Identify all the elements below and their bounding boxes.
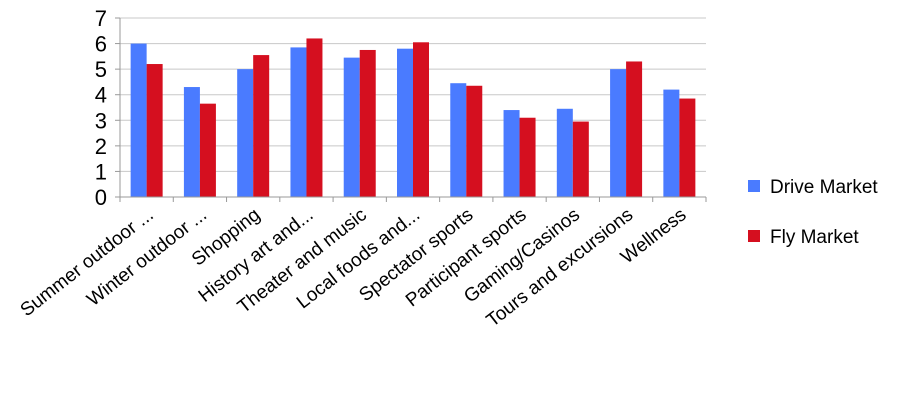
- bar-fly-4: [359, 49, 376, 197]
- bar-drive-6: [450, 83, 467, 197]
- y-tick-label: 4: [95, 83, 107, 108]
- y-tick-label: 3: [95, 108, 107, 133]
- bar-drive-10: [663, 89, 680, 197]
- bar-fly-10: [679, 98, 696, 197]
- legend-swatch: [748, 180, 760, 192]
- bar-fly-0: [146, 64, 163, 198]
- y-tick-label: 0: [95, 185, 107, 210]
- bar-drive-4: [343, 57, 360, 198]
- bar-drive-7: [503, 110, 520, 197]
- bar-drive-0: [130, 43, 147, 198]
- bar-fly-6: [466, 85, 483, 197]
- legend-label: Drive Market: [770, 177, 878, 198]
- legend-label: Fly Market: [770, 227, 859, 248]
- bar-fly-5: [413, 42, 429, 197]
- bar-fly-1: [199, 103, 216, 197]
- bar-fly-3: [306, 38, 323, 198]
- legend: Drive Market Fly Market: [748, 177, 878, 248]
- legend-swatch: [748, 230, 760, 242]
- bar-drive-1: [183, 87, 200, 197]
- y-tick-label: 5: [95, 57, 107, 82]
- bar-drive-8: [556, 108, 573, 197]
- bar-fly-2: [253, 55, 270, 198]
- bar-fly-9: [626, 61, 643, 197]
- bars: [130, 38, 696, 198]
- bar-drive-9: [610, 69, 627, 197]
- x-tick-labels: Summer outdoor ...Winter outdoor ...Shop…: [17, 204, 691, 331]
- y-tick-label: 1: [95, 159, 107, 184]
- y-tick-label: 6: [95, 32, 107, 57]
- axes: [115, 17, 707, 202]
- bar-drive-3: [290, 47, 307, 198]
- y-tick-label: 7: [95, 6, 107, 31]
- bar-fly-8: [572, 121, 589, 197]
- bar-drive-5: [397, 48, 413, 197]
- bar-drive-2: [237, 69, 254, 197]
- y-tick-label: 2: [95, 134, 107, 159]
- bar-fly-7: [519, 117, 536, 197]
